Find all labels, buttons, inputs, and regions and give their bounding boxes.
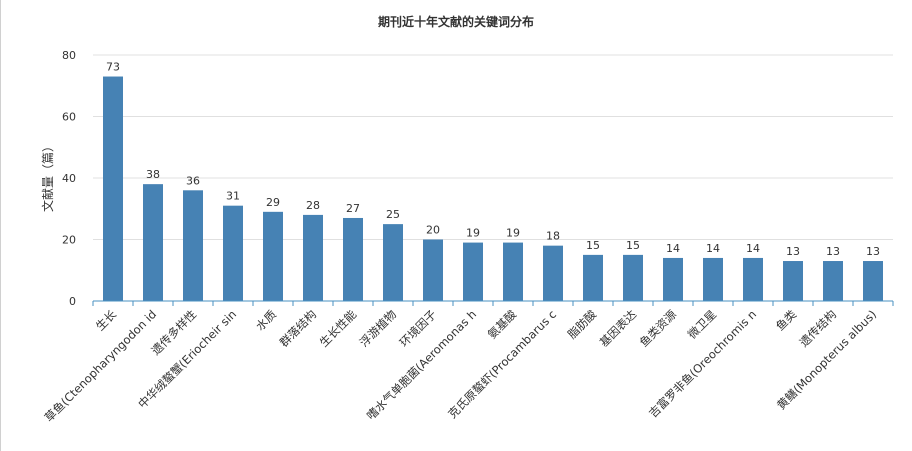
bars xyxy=(103,76,883,302)
data-label: 27 xyxy=(346,202,360,215)
y-tick-label: 60 xyxy=(62,111,76,124)
left-border xyxy=(0,0,1,451)
data-label: 13 xyxy=(866,245,880,258)
data-label: 14 xyxy=(746,242,760,255)
bar[interactable] xyxy=(383,224,403,301)
y-tick-label: 20 xyxy=(62,234,76,247)
data-label: 14 xyxy=(666,242,680,255)
data-label: 13 xyxy=(786,245,800,258)
bar[interactable] xyxy=(303,214,323,301)
data-label: 29 xyxy=(266,196,280,209)
x-axis xyxy=(92,300,894,306)
data-labels: 73 38 36 31 29 28 27 25 20 19 19 18 15 15 14 14 14 13 13 13 xyxy=(106,61,880,258)
x-tick-label: 鱼类资源 xyxy=(637,307,680,350)
bar[interactable] xyxy=(463,242,483,301)
data-label: 18 xyxy=(546,230,560,243)
data-label: 20 xyxy=(426,224,440,237)
data-label: 31 xyxy=(226,190,240,203)
x-tick-label: 生长 xyxy=(93,307,120,334)
y-tick-label: 0 xyxy=(69,295,76,308)
x-tick-label: 微卫星 xyxy=(685,307,719,341)
bar[interactable] xyxy=(543,245,563,301)
bar[interactable] xyxy=(343,217,363,301)
data-label: 36 xyxy=(186,174,200,187)
data-label: 38 xyxy=(146,168,160,181)
chart-title: 期刊近十年文献的关键词分布 xyxy=(378,14,534,29)
bar[interactable] xyxy=(863,261,883,301)
y-tick-label: 80 xyxy=(62,49,76,62)
bar[interactable] xyxy=(183,190,203,301)
y-axis-ticks: 0 20 40 60 80 xyxy=(62,49,76,308)
data-label: 25 xyxy=(386,208,400,221)
bar[interactable] xyxy=(823,261,843,301)
x-tick-label: 鱼类 xyxy=(773,307,800,334)
bar[interactable] xyxy=(503,242,523,301)
bar[interactable] xyxy=(583,254,603,301)
data-label: 15 xyxy=(586,239,600,252)
bar[interactable] xyxy=(663,257,683,301)
x-tick-label: 浮游植物 xyxy=(357,307,399,349)
bar[interactable] xyxy=(223,205,243,301)
x-tick-label: 脂肪酸 xyxy=(565,307,600,342)
bar[interactable] xyxy=(263,211,283,301)
data-label: 14 xyxy=(706,242,720,255)
data-label: 15 xyxy=(626,239,640,252)
data-label: 73 xyxy=(106,61,120,74)
gridlines xyxy=(93,54,893,240)
bar[interactable] xyxy=(703,257,723,301)
data-label: 19 xyxy=(466,227,480,240)
y-tick-label: 40 xyxy=(62,172,76,185)
bar[interactable] xyxy=(103,76,123,302)
y-axis-label: 文献量（篇） xyxy=(40,140,55,212)
x-tick-label: 生长性能 xyxy=(317,307,360,350)
x-tick-label: 基因表达 xyxy=(597,307,640,350)
x-tick-label: 群落结构 xyxy=(277,307,319,349)
bar[interactable] xyxy=(743,257,763,301)
x-tick-label: 氨基酸 xyxy=(485,307,520,342)
bar[interactable] xyxy=(623,254,643,301)
data-label: 19 xyxy=(506,227,520,240)
bar[interactable] xyxy=(423,239,443,302)
bar[interactable] xyxy=(143,184,163,301)
data-label: 13 xyxy=(826,245,840,258)
x-tick-label: 水质 xyxy=(253,307,279,333)
bar[interactable] xyxy=(783,261,803,301)
data-label: 28 xyxy=(306,199,320,212)
